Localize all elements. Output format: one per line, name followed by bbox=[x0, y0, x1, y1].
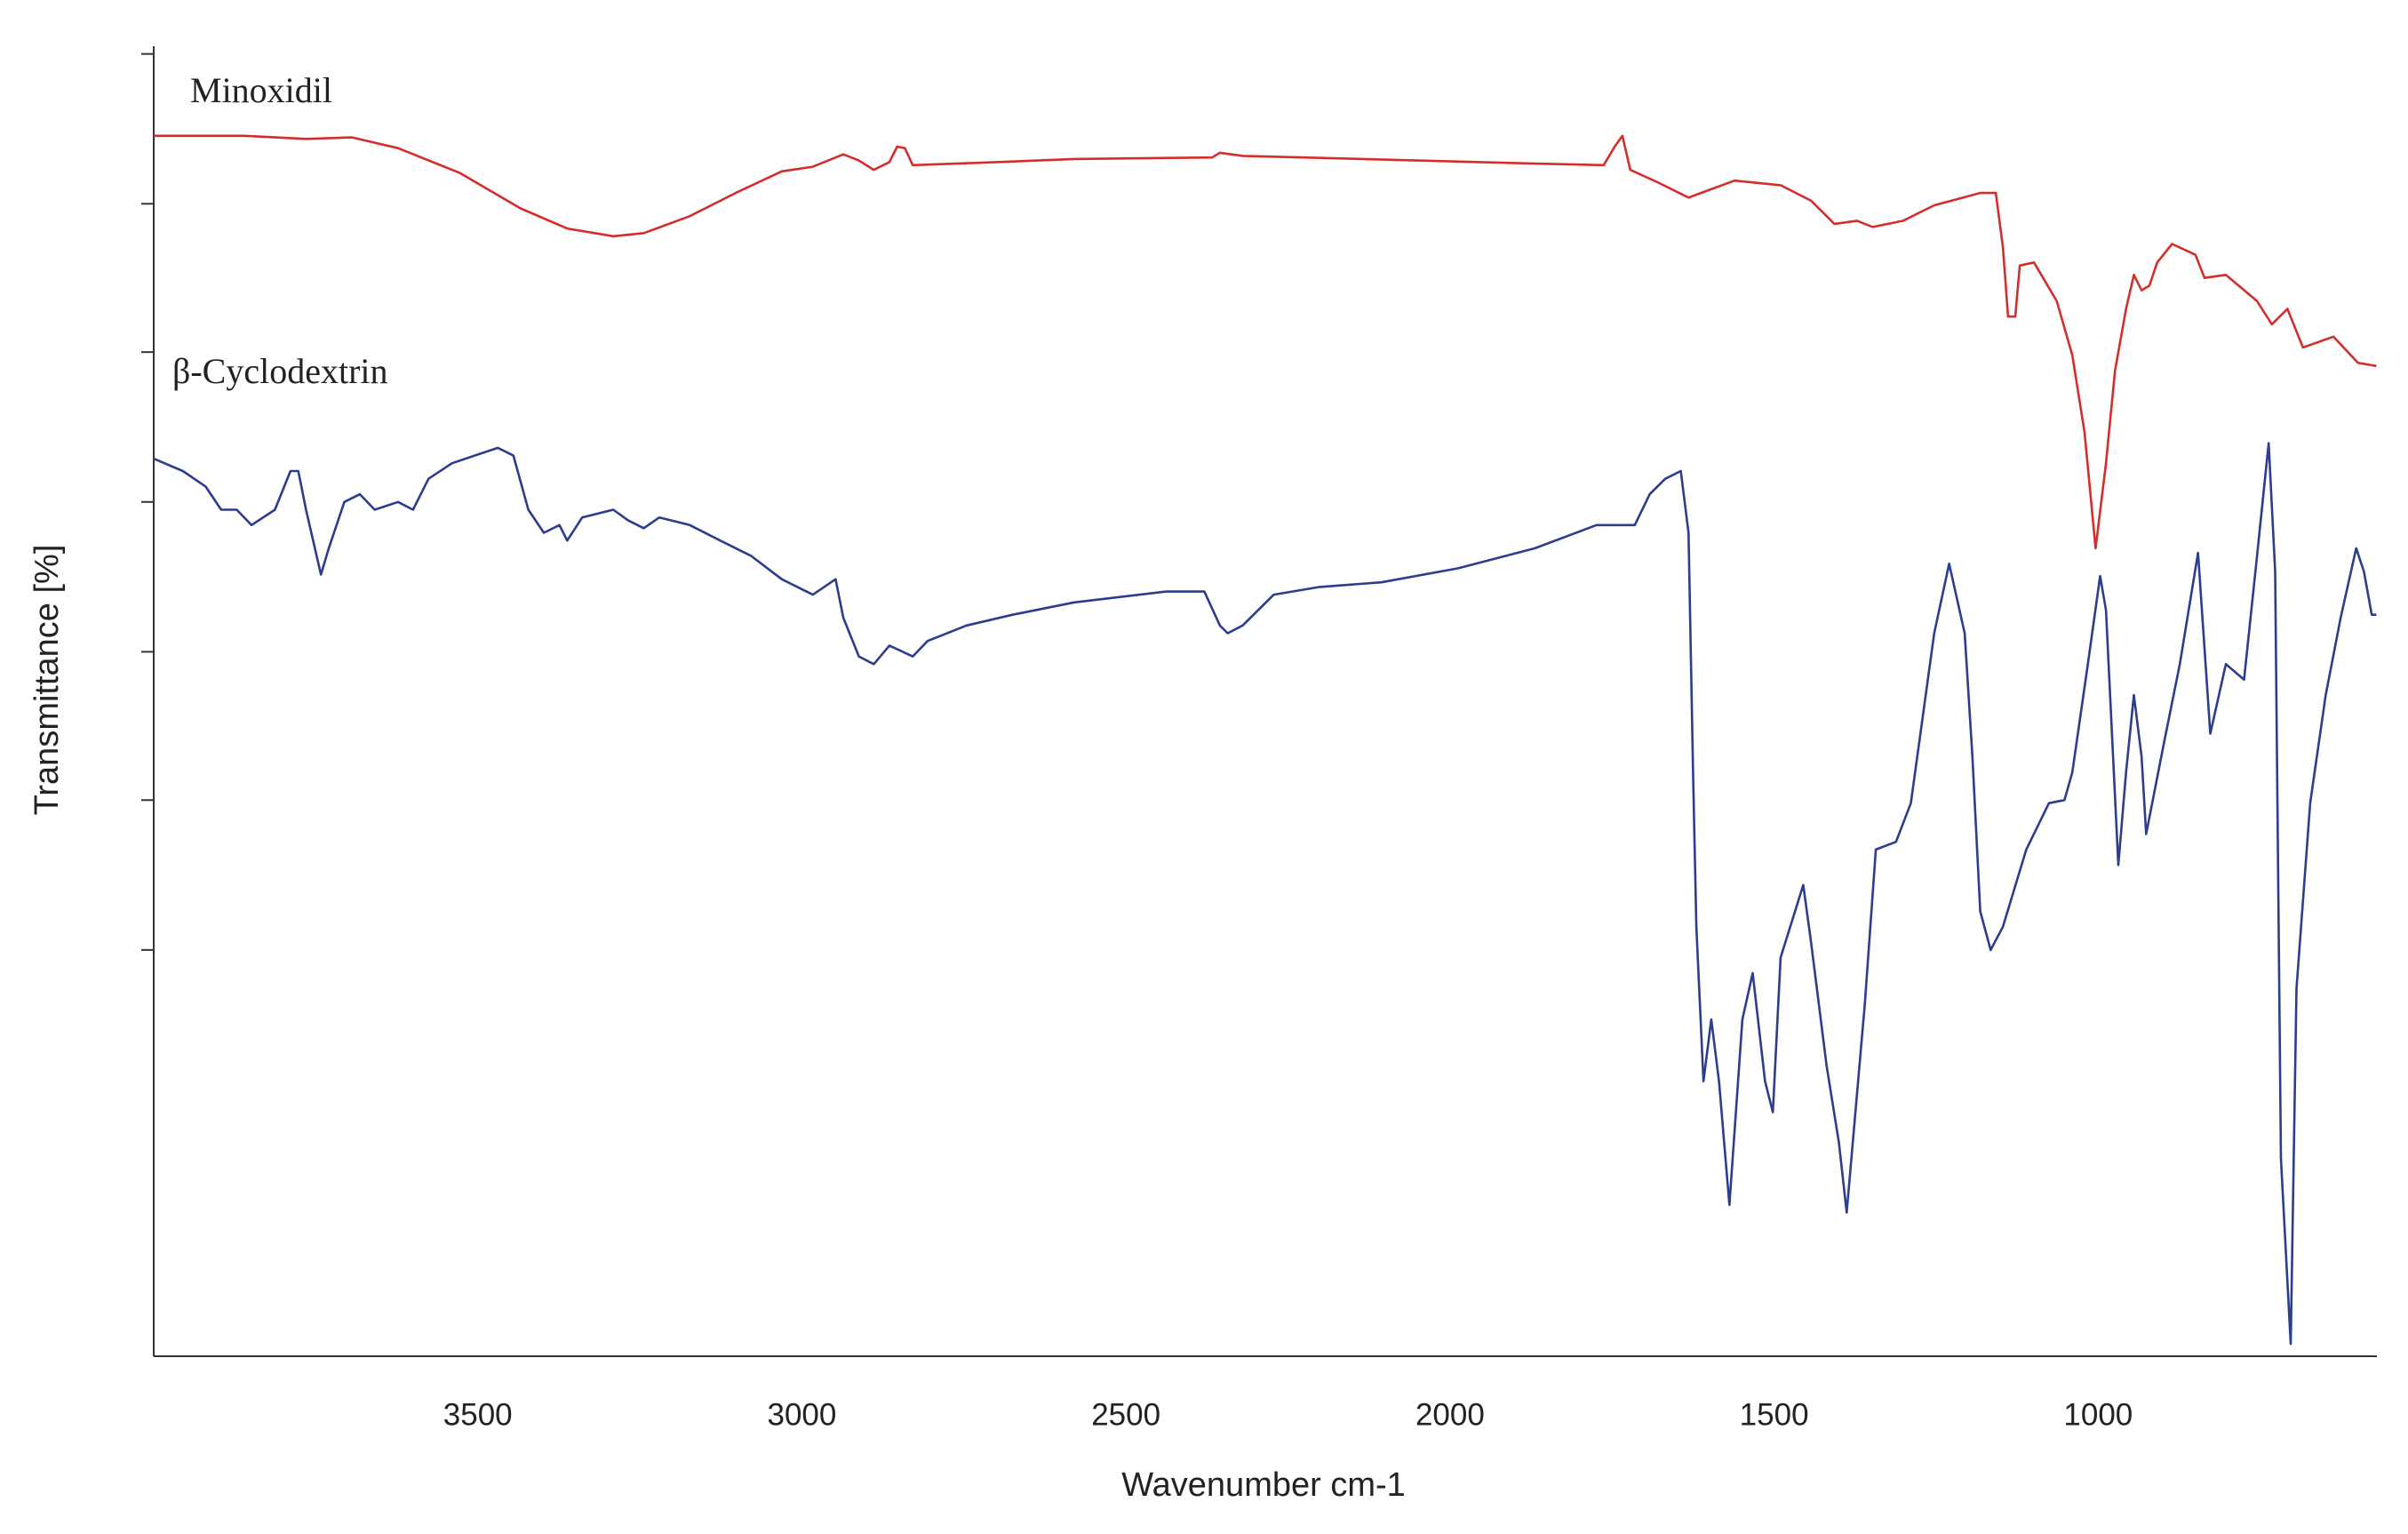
x-tick-label: 1000 bbox=[2063, 1397, 2133, 1432]
x-tick-label: 3500 bbox=[443, 1397, 513, 1432]
series-line bbox=[153, 442, 2377, 1346]
y-axis-title: Transmittance [%] bbox=[28, 545, 66, 816]
series-line bbox=[154, 134, 2377, 550]
series-label: Minoxidil bbox=[190, 70, 332, 110]
x-axis-title: Wavenumber cm-1 bbox=[1121, 1466, 1406, 1504]
series-label: β-Cyclodextrin bbox=[172, 351, 388, 391]
x-tick-label: 3000 bbox=[768, 1397, 837, 1432]
x-tick-label: 1500 bbox=[1740, 1397, 1809, 1432]
x-tick-label: 2000 bbox=[1415, 1397, 1485, 1432]
x-tick-label: 2500 bbox=[1091, 1397, 1160, 1432]
